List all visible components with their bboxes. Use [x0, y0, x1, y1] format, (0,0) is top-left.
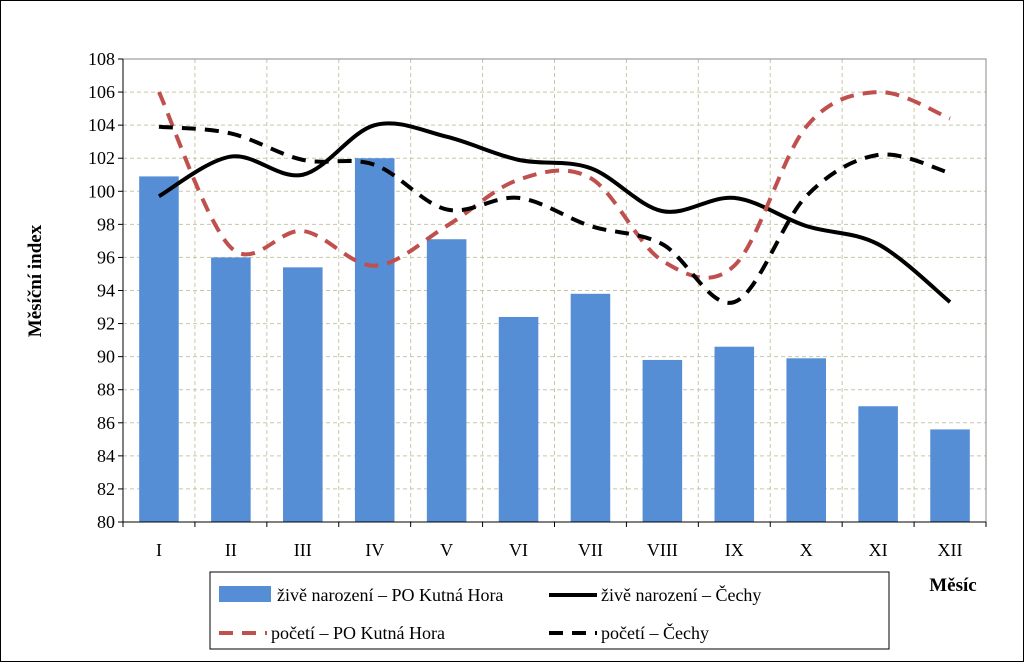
x-tick-label: V: [440, 540, 453, 560]
x-tick-label: IX: [725, 540, 744, 560]
legend-label: živě narození – PO Kutná Hora: [277, 585, 503, 605]
series-line: [158, 124, 951, 305]
y-axis-title: Měsíční index: [25, 224, 46, 337]
y-tick-label: 96: [97, 247, 115, 267]
legend-label: početí – Čechy: [601, 622, 709, 643]
lines: [157, 90, 952, 305]
y-tick-label: 100: [88, 181, 115, 201]
y-tick-label: 92: [97, 314, 115, 334]
legend-box: [209, 571, 890, 650]
bar: [426, 239, 467, 522]
y-tick-label: 88: [97, 380, 115, 400]
bar: [714, 346, 755, 522]
y-tick-label: 102: [88, 148, 115, 168]
y-tick-label: 84: [97, 446, 115, 466]
x-tick-label: VII: [578, 540, 603, 560]
x-tick-label: IV: [365, 540, 384, 560]
y-tick-label: 86: [97, 413, 115, 433]
grid-lines: [123, 58, 986, 522]
y-tick-label: 98: [97, 214, 115, 234]
x-tick-label: I: [156, 540, 162, 560]
y-tick-label: 104: [88, 115, 115, 135]
series-line: [157, 121, 952, 304]
x-tick-label: XII: [938, 540, 963, 560]
legend-label: početí – PO Kutná Hora: [271, 623, 445, 643]
y-tick-label: 82: [97, 479, 115, 499]
bar: [930, 429, 970, 522]
y-tick-label: 80: [97, 512, 115, 532]
y-tick-label: 90: [97, 347, 115, 367]
x-tick-label: VIII: [647, 540, 678, 560]
legend-label: živě narození – Čechy: [601, 584, 761, 605]
series-line: [157, 90, 951, 280]
x-tick-label: X: [800, 540, 813, 560]
bar: [786, 358, 826, 522]
x-tick-labels: I II III IV V VI VII VIII IX X XI XII: [156, 540, 963, 560]
axes: [118, 58, 987, 527]
bar: [858, 406, 898, 522]
y-tick-label: 108: [88, 49, 115, 69]
bar: [498, 316, 539, 522]
x-tick-label: XI: [869, 540, 888, 560]
y-tick-labels: 80 82 84 86 88 90 92 94 96 98 100 102 104 106 108: [88, 49, 115, 532]
legend: živě narození – PO Kutná Hora živě naroze…: [209, 571, 890, 650]
bar: [211, 257, 251, 522]
x-tick-label: II: [225, 540, 237, 560]
y-tick-label: 94: [97, 281, 115, 301]
x-tick-label: III: [294, 540, 312, 560]
x-tick-label: VI: [509, 540, 528, 560]
legend-swatch-bar: [219, 586, 271, 602]
x-axis-title: Měsíc: [929, 575, 976, 596]
bar: [570, 293, 611, 522]
bars: [139, 158, 970, 522]
bar: [642, 359, 683, 522]
y-tick-label: 106: [88, 82, 115, 102]
bar: [283, 267, 323, 522]
bar: [139, 176, 179, 522]
bar: [354, 158, 395, 522]
